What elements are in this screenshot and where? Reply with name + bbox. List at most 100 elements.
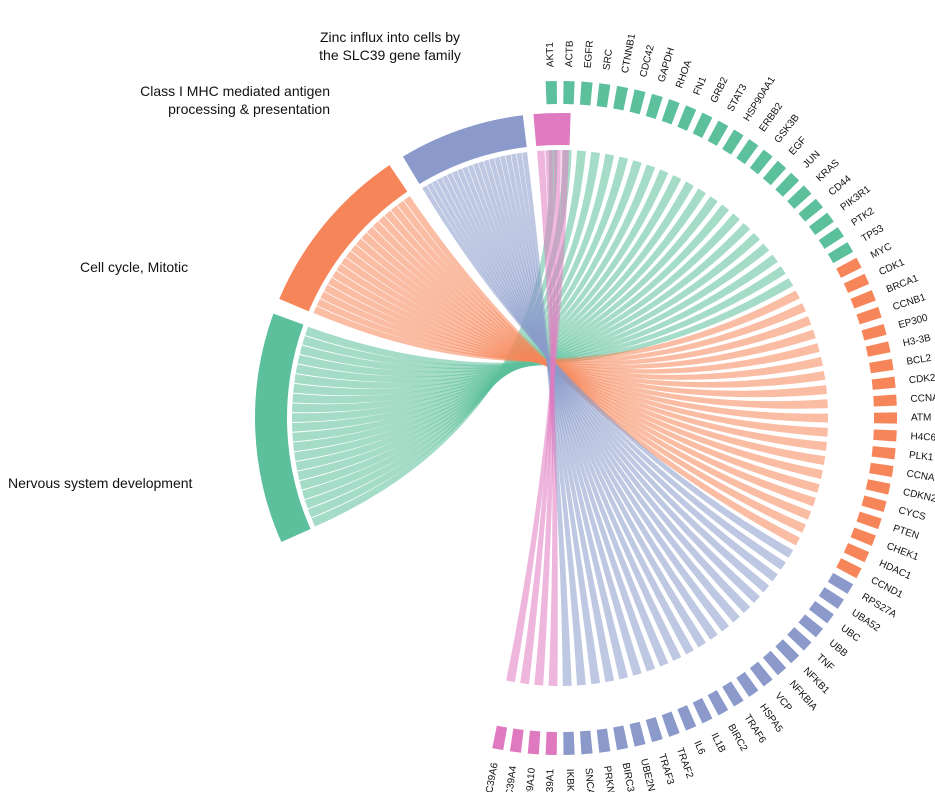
gene-arc-tnf — [787, 627, 812, 651]
gene-arc-prkn — [596, 728, 611, 753]
gene-arc-cycs — [861, 495, 887, 513]
chord-ribbon-slc39a1 — [537, 150, 558, 686]
gene-arc-uba52 — [818, 587, 844, 609]
chord-ribbon-traf2 — [489, 158, 656, 672]
gene-label-prkn: PRKN — [601, 765, 616, 792]
gene-arc-egfr — [579, 81, 593, 106]
gene-arc-myc — [836, 257, 862, 278]
gene-arc-ep300 — [861, 323, 887, 341]
gene-label-snca: SNCA — [583, 767, 596, 792]
gene-label-grb2: GRB2 — [709, 75, 731, 105]
gene-arc-h3-3b — [865, 341, 891, 357]
category-label-mhc: Class I MHC mediated antigen processing … — [100, 82, 330, 118]
gene-arc-h4c6 — [873, 429, 897, 442]
gene-arc-traf6 — [722, 681, 744, 707]
gene-label-birc2: BIRC2 — [725, 722, 749, 753]
gene-arc-grb2 — [692, 112, 713, 138]
gene-label-myc: MYC — [869, 241, 894, 261]
gene-arc-bcl2 — [869, 358, 894, 374]
gene-label-cdkn2a: CDKN2A — [902, 487, 935, 506]
chord-ribbons — [291, 150, 828, 686]
gene-label-cdk2: CDK2 — [908, 372, 935, 386]
chord-ribbon-cd44 — [297, 243, 770, 377]
chord-ribbon-akt1 — [311, 150, 558, 527]
gene-arc-fn1 — [677, 105, 697, 131]
gene-arc-birc3 — [613, 725, 629, 751]
chord-ribbon-kras — [295, 233, 760, 383]
chord-ribbon-stat3 — [292, 181, 694, 432]
gene-arc-pik3r1 — [808, 212, 834, 235]
gene-arc-il1b — [692, 698, 713, 724]
gene-label-chek1: CHEK1 — [885, 541, 920, 564]
gene-label-ubb: UBB — [827, 638, 850, 660]
gene-arc-ikbkg — [563, 731, 575, 755]
gene-label-cdk1: CDK1 — [877, 257, 906, 278]
gene-arc-ube2n — [629, 721, 646, 747]
chord-ribbon-ccna2 — [345, 251, 828, 409]
gene-arc-nfkbia — [762, 650, 787, 676]
gene-label-ccna2: CCNA2 — [910, 392, 935, 405]
gene-arc-traf2 — [661, 711, 680, 737]
gene-label-actb: ACTB — [564, 40, 576, 67]
category-label-mhc-line2: processing & presentation — [168, 101, 330, 117]
gene-label-ctnnb1: CTNNB1 — [620, 32, 638, 74]
gene-label-ubc: UBC — [838, 623, 862, 644]
gene-label-cd44: CD44 — [827, 173, 854, 198]
gene-arc-ptk2 — [818, 227, 844, 249]
gene-arc-akt1 — [545, 81, 557, 105]
gene-label-slc39a1: SLC39A1 — [544, 768, 556, 792]
gene-label-slc39a10: SLC39A10 — [523, 767, 538, 792]
chord-ribbon-ube2n — [499, 155, 629, 680]
gene-arc-chek1 — [850, 527, 876, 546]
gene-label-traf3: TRAF3 — [656, 752, 676, 786]
chord-ribbon-cdk1 — [316, 298, 806, 364]
gene-label-vcp: VCP — [772, 691, 794, 714]
chord-ribbon-slc39a10 — [534, 150, 555, 686]
gene-arc-atm — [873, 412, 897, 424]
gene-label-il1b: IL1B — [709, 731, 728, 755]
gene-arc-rhoa — [661, 99, 680, 125]
gene-arc-nfkb1 — [775, 639, 800, 664]
gene-arc-hdac1 — [843, 542, 870, 563]
gene-label-ep300: EP300 — [897, 312, 929, 331]
gene-arc-ccnd1 — [836, 558, 862, 579]
gene-label-fn1: FN1 — [692, 75, 710, 97]
gene-arc-src — [596, 83, 611, 108]
gene-label-ccna1: CCNA1 — [906, 469, 935, 485]
gene-label-bcl2: BCL2 — [906, 353, 933, 368]
gene-label-rhoa: RHOA — [674, 59, 694, 90]
gene-arc-gapdh — [645, 93, 663, 119]
gene-label-il6: IL6 — [691, 739, 707, 756]
gene-label-h4c6: H4C6 — [910, 431, 935, 443]
gene-arc-slc39a4 — [509, 728, 524, 753]
gene-arc-ccna2 — [873, 394, 897, 407]
gene-arcs — [492, 81, 897, 755]
gene-arc-cdc42 — [629, 89, 646, 115]
gene-arc-brca1 — [850, 290, 876, 309]
category-arc-mhc — [402, 115, 527, 184]
gene-label-egfr: EGFR — [583, 40, 596, 69]
gene-arc-jun — [775, 172, 800, 197]
gene-label-cdc42: CDC42 — [638, 44, 657, 79]
gene-label-egf: EGF — [787, 135, 809, 158]
chord-ribbon-traf3 — [494, 156, 642, 676]
gene-arc-hspa5 — [736, 671, 759, 697]
gene-arc-cdk2 — [871, 376, 896, 390]
gene-arc-slc39a6 — [492, 725, 508, 751]
gene-label-brca1: BRCA1 — [885, 273, 920, 296]
chord-ribbon-birc3 — [505, 154, 615, 683]
gene-label-slc39a4: SLC39A4 — [503, 765, 520, 792]
gene-label-slc39a6: SLC39A6 — [482, 762, 501, 792]
gene-label-h3-3b: H3-3B — [902, 333, 932, 350]
category-label-zinc-line2: the SLC39 gene family — [319, 47, 461, 63]
gene-label-traf2: TRAF2 — [674, 746, 695, 780]
gene-label-birc3: BIRC3 — [620, 762, 636, 792]
gene-arc-ubc — [808, 601, 834, 624]
chord-ribbon-il6 — [483, 159, 669, 667]
gene-label-ccnb1: CCNB1 — [892, 292, 928, 313]
gene-arc-plk1 — [871, 446, 896, 460]
chord-ribbon-h3-3b — [332, 270, 823, 380]
gene-arc-egf — [762, 160, 787, 186]
gene-arc-cd44 — [798, 198, 824, 222]
